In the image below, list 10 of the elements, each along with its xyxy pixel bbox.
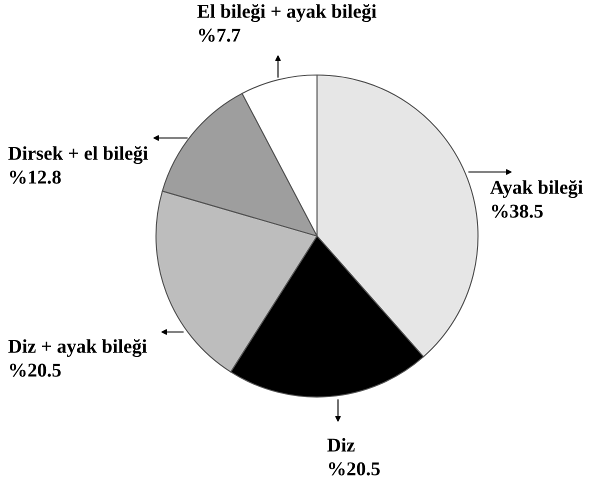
data-label: %20.5 [328,462,380,476]
slice-label: Diz + ayak bileği [8,339,147,357]
slice-label: Ayak bileği [490,180,583,198]
data-label: %7.7 [198,28,240,42]
slice-label: El bileği + ayak bileği [197,4,376,22]
slice-label: Dirsek + el bileği [8,146,148,164]
data-label: %20.5 [10,364,61,377]
legend-label: Diz [327,438,355,452]
data-label: %12.8 [10,170,61,184]
data-label: %38.5 [492,204,543,218]
